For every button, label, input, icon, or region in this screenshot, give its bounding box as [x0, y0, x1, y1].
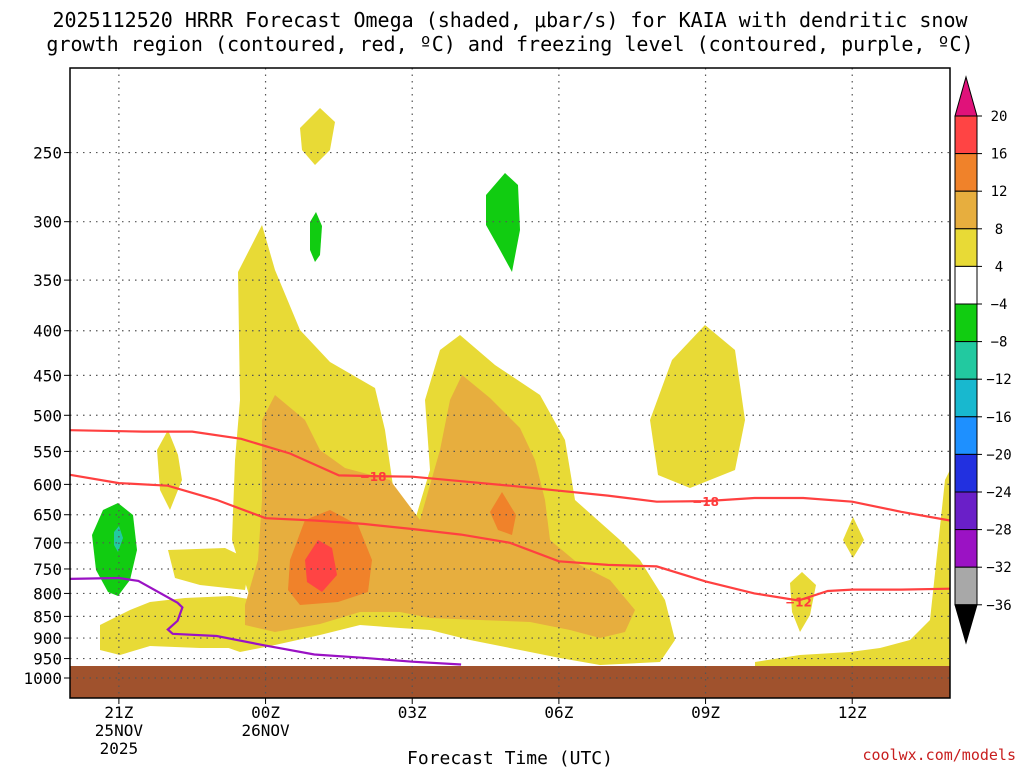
- y-tick-label: 650: [33, 506, 62, 525]
- grid-lines: [70, 68, 950, 698]
- omega-shade-4: [650, 325, 745, 488]
- x-axis-label: Forecast Time (UTC): [407, 748, 613, 768]
- contour-lines: [69, 429, 951, 666]
- y-axis: 250 300 350 400 450 500 550 600 650 700 750 800 850 9…: [23, 144, 70, 688]
- colorbar-label: −16: [986, 410, 1011, 426]
- y-tick-label: 550: [33, 442, 62, 461]
- colorbar-label: 12: [991, 184, 1008, 200]
- colorbar-segment: [954, 153, 978, 192]
- chart-title-line2: growth region (contoured, red, ºC) and f…: [46, 32, 973, 56]
- colorbar-segment: [954, 453, 978, 493]
- colorbar: 20 16 12 8 4 −4 −8 −12 −16 −20 −24 −28 −32 −36: [954, 75, 1012, 645]
- colorbar-label: −20: [986, 447, 1011, 463]
- colorbar-segment: [954, 566, 978, 606]
- y-tick-label: 300: [33, 213, 62, 232]
- omega-shade-4: [300, 108, 335, 165]
- omega-shade-neg4: [310, 212, 322, 262]
- y-tick-label: 500: [33, 406, 62, 425]
- colorbar-segment: [954, 190, 978, 230]
- x-tick-label: 09Z: [691, 703, 720, 722]
- y-tick-label: 750: [33, 560, 62, 579]
- colorbar-label: 20: [991, 109, 1008, 125]
- contour-line-0: [69, 473, 951, 602]
- colorbar-label: −28: [986, 523, 1011, 539]
- credit-text: coolwx.com/models: [862, 746, 1016, 764]
- y-tick-label: 400: [33, 322, 62, 341]
- y-tick-label: 350: [33, 271, 62, 290]
- plot-frame: [69, 67, 951, 699]
- colorbar-segment: [954, 341, 978, 380]
- colorbar-label: −32: [986, 560, 1011, 576]
- y-tick-label: 600: [33, 475, 62, 494]
- colorbar-label: −8: [991, 335, 1008, 351]
- colorbar-label: −4: [991, 297, 1008, 313]
- colorbar-segment: [954, 303, 978, 343]
- omega-shade-4: [157, 430, 182, 510]
- y-tick-label: 1000: [23, 669, 62, 688]
- omega-shade-4: [755, 470, 950, 668]
- colorbar-bottom-arrow: [954, 604, 978, 645]
- x-tick-label: 06Z: [544, 703, 573, 722]
- colorbar-segment: [954, 265, 978, 305]
- chart-title-line1: 2025112520 HRRR Forecast Omega (shaded, …: [52, 8, 968, 32]
- y-tick-label: 250: [33, 144, 62, 163]
- colorbar-segment: [954, 529, 978, 568]
- x-tick-label: 2025: [100, 739, 139, 758]
- omega-shade-4: [790, 572, 816, 632]
- omega-shade-16: [305, 540, 337, 592]
- omega-shade-12: [490, 492, 516, 535]
- omega-shade-4: [843, 517, 864, 558]
- omega-shade-neg4: [92, 503, 137, 596]
- x-tick-label: 12Z: [838, 703, 867, 722]
- colorbar-segment: [954, 115, 978, 155]
- omega-shade-4: [100, 596, 262, 655]
- omega-shade-neg8: [114, 526, 123, 552]
- contour-labels: −18 −18 −12: [360, 470, 812, 609]
- colorbar-label: 16: [991, 147, 1008, 163]
- omega-shade-4: [168, 548, 250, 590]
- colorbar-segment: [954, 416, 978, 455]
- colorbar-label: −24: [986, 485, 1011, 501]
- contour-line-1: [69, 429, 951, 522]
- omega-shade-neg4: [486, 173, 520, 272]
- contour-line-2: [69, 576, 462, 666]
- ground-surface: [70, 666, 950, 698]
- x-tick-label: 26NOV: [241, 721, 290, 740]
- x-tick-label: 25NOV: [95, 721, 144, 740]
- x-tick-label: 03Z: [398, 703, 427, 722]
- colorbar-segment: [954, 228, 978, 267]
- colorbar-label: −36: [986, 598, 1011, 614]
- colorbar-segment: [954, 378, 978, 418]
- colorbar-segment: [954, 491, 978, 531]
- y-tick-label: 700: [33, 534, 62, 553]
- colorbar-label: 4: [995, 259, 1003, 275]
- y-tick-label: 800: [33, 584, 62, 603]
- y-tick-label: 850: [33, 607, 62, 626]
- contour-label: −12: [785, 595, 812, 609]
- y-tick-label: 900: [33, 629, 62, 648]
- contour-label: −18: [692, 495, 719, 509]
- y-tick-label: 450: [33, 366, 62, 385]
- x-tick-label: 00Z: [251, 703, 280, 722]
- x-tick-label: 21Z: [104, 703, 133, 722]
- omega-shading: [70, 108, 950, 698]
- contour-label: −18: [360, 470, 387, 484]
- colorbar-label: −12: [986, 372, 1011, 388]
- colorbar-label: 8: [995, 222, 1003, 238]
- y-tick-label: 950: [33, 650, 62, 669]
- colorbar-top-arrow: [954, 75, 978, 117]
